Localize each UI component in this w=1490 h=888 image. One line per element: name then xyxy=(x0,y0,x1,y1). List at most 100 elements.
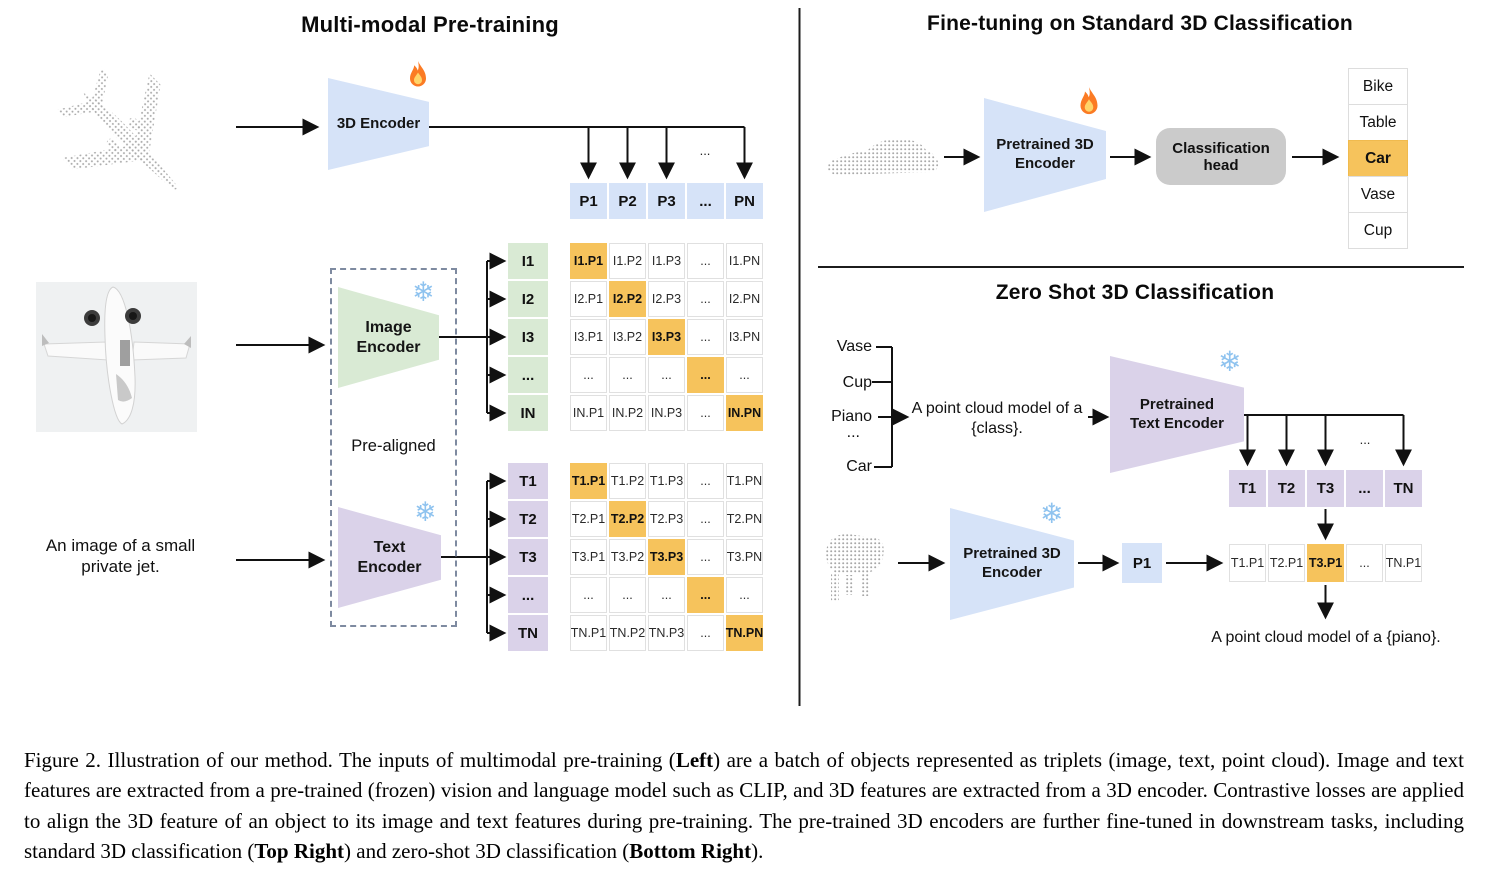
matrix-cell: I1.P1 xyxy=(570,243,607,279)
matrix-cell: I2.P3 xyxy=(648,281,685,317)
p-feature: ... xyxy=(687,183,724,219)
matrix-cell: T3.P1 xyxy=(570,539,607,575)
t-feature: T3 xyxy=(508,539,548,575)
matrix-cell: I1.P3 xyxy=(648,243,685,279)
matrix-cell: TN.P1 xyxy=(570,615,607,651)
matrix-cell: I3.P1 xyxy=(570,319,607,355)
candidate-class-ellipsis: ... xyxy=(846,424,860,441)
p-feature: P1 xyxy=(570,183,607,219)
snowflake-icon: ❄ xyxy=(412,277,435,308)
matrix-cell: I3.PN xyxy=(726,319,763,355)
matrix-cell: T2.P2 xyxy=(609,501,646,537)
class-item-predicted: Car xyxy=(1348,140,1408,177)
matrix-cell: T3.PN xyxy=(726,539,763,575)
t-feature: TN xyxy=(1385,470,1422,507)
candidate-class: Car xyxy=(846,458,872,475)
image-feature-column: I1 I2 I3 ... IN xyxy=(508,243,548,431)
matrix-cell: I2.PN xyxy=(726,281,763,317)
piano-point-cloud xyxy=(818,526,892,617)
matrix-cell: T2.P1 xyxy=(570,501,607,537)
class-item: Bike xyxy=(1348,68,1408,105)
t-feature: T1 xyxy=(508,463,548,499)
matrix-cell: I2.P1 xyxy=(570,281,607,317)
image-point-similarity-matrix: I1.P1 I1.P2 I1.P3 ... I1.PN I2.P1 I2.P2 … xyxy=(570,243,763,431)
matrix-cell: T1.P1 xyxy=(570,463,607,499)
matrix-cell: IN.PN xyxy=(726,395,763,431)
caption-segment-bold: Top Right xyxy=(254,839,345,864)
matrix-cell: ... xyxy=(687,319,724,355)
matrix-cell: IN.P2 xyxy=(609,395,646,431)
pretraining-title: Multi-modal Pre-training xyxy=(301,12,559,37)
caption-segment: Figure 2. Illustration of our method. Th… xyxy=(24,748,676,772)
t-feature: ... xyxy=(1346,470,1383,507)
text-encoder-label: Text Encoder xyxy=(357,538,422,576)
candidate-class: Piano xyxy=(831,408,872,425)
similarity-row: T1.P1 T2.P1 T3.P1 ... TN.P1 xyxy=(1229,544,1422,582)
i-feature: I1 xyxy=(508,243,548,279)
snowflake-icon: ❄ xyxy=(414,497,437,528)
fire-icon xyxy=(402,60,434,97)
i-feature: I3 xyxy=(508,319,548,355)
matrix-cell: I2.P2 xyxy=(609,281,646,317)
matrix-cell: ... xyxy=(726,577,763,613)
class-item: Cup xyxy=(1348,212,1408,249)
matrix-cell: TN.PN xyxy=(726,615,763,651)
matrix-cell: TN.P3 xyxy=(648,615,685,651)
i-feature: I2 xyxy=(508,281,548,317)
similarity-cell: T1.P1 xyxy=(1229,544,1266,582)
similarity-cell-matched: T3.P1 xyxy=(1307,544,1344,582)
text-input: An image of a small private jet. xyxy=(45,536,196,577)
similarity-cell: T2.P1 xyxy=(1268,544,1305,582)
candidate-class: Cup xyxy=(842,374,872,391)
matrix-cell: ... xyxy=(570,357,607,393)
figure-caption: Figure 2. Illustration of our method. Th… xyxy=(24,745,1464,867)
text-point-similarity-matrix: T1.P1 T1.P2 T1.P3 ... T1.PN T2.P1 T2.P2 … xyxy=(570,463,763,651)
matrix-cell: ... xyxy=(648,577,685,613)
matrix-cell: ... xyxy=(687,501,724,537)
branch-ellipsis: ... xyxy=(699,143,711,158)
zeroshot-title: Zero Shot 3D Classification xyxy=(995,281,1275,304)
matrix-cell: ... xyxy=(570,577,607,613)
caption-segment-bold: Bottom Right xyxy=(629,839,752,864)
matrix-cell: ... xyxy=(687,357,724,393)
t-feature: T3 xyxy=(1307,470,1344,507)
matrix-cell: ... xyxy=(687,395,724,431)
finetune-title: Fine-tuning on Standard 3D Classificatio… xyxy=(927,12,1353,35)
matrix-cell: IN.P1 xyxy=(570,395,607,431)
snowflake-icon: ❄ xyxy=(1040,497,1064,530)
t-feature: T1 xyxy=(1229,470,1266,507)
similarity-cell: ... xyxy=(1346,544,1383,582)
matrix-cell: ... xyxy=(687,539,724,575)
t-feature: TN xyxy=(508,615,548,651)
zeroshot-encoder-label: Pretrained 3D Encoder xyxy=(963,545,1061,581)
text-feature-column: T1 T2 T3 ... TN xyxy=(508,463,548,651)
matrix-cell: ... xyxy=(687,615,724,651)
matrix-cell: ... xyxy=(726,357,763,393)
p-feature: PN xyxy=(726,183,763,219)
class-item: Vase xyxy=(1348,176,1408,213)
private-jet-image xyxy=(36,282,197,432)
pretrained-text-encoder-label: Pretrained Text Encoder xyxy=(1130,395,1224,432)
caption-segment: ) and zero-shot 3D classification ( xyxy=(344,839,630,864)
classification-head: Classification head xyxy=(1156,128,1286,185)
caption-segment: ) are a batch of objects represented as … xyxy=(24,748,1464,864)
caption-segment: ). xyxy=(751,839,764,864)
matrix-cell: T1.P2 xyxy=(609,463,646,499)
pre-aligned-label: Pre-aligned xyxy=(351,437,436,455)
finetune-encoder-label: Pretrained 3D Encoder xyxy=(996,136,1094,172)
matrix-cell: ... xyxy=(609,357,646,393)
class-list: Bike Table Car Vase Cup xyxy=(1348,68,1408,249)
matrix-cell: I1.P2 xyxy=(609,243,646,279)
airplane-point-cloud xyxy=(30,48,235,243)
t-feature: T2 xyxy=(1268,470,1305,507)
matrix-cell: TN.P2 xyxy=(609,615,646,651)
matrix-cell: ... xyxy=(687,281,724,317)
p-feature: P2 xyxy=(609,183,646,219)
text-prompt: A point cloud model of a {class}. xyxy=(911,400,1083,437)
matrix-cell: I1.PN xyxy=(726,243,763,279)
matrix-cell: I3.P2 xyxy=(609,319,646,355)
matrix-cell: I3.P3 xyxy=(648,319,685,355)
matched-prompt: A point cloud model of a {piano}. xyxy=(1211,629,1441,646)
point-feature-row: P1 P2 P3 ... PN xyxy=(570,183,763,219)
matrix-cell: ... xyxy=(687,243,724,279)
